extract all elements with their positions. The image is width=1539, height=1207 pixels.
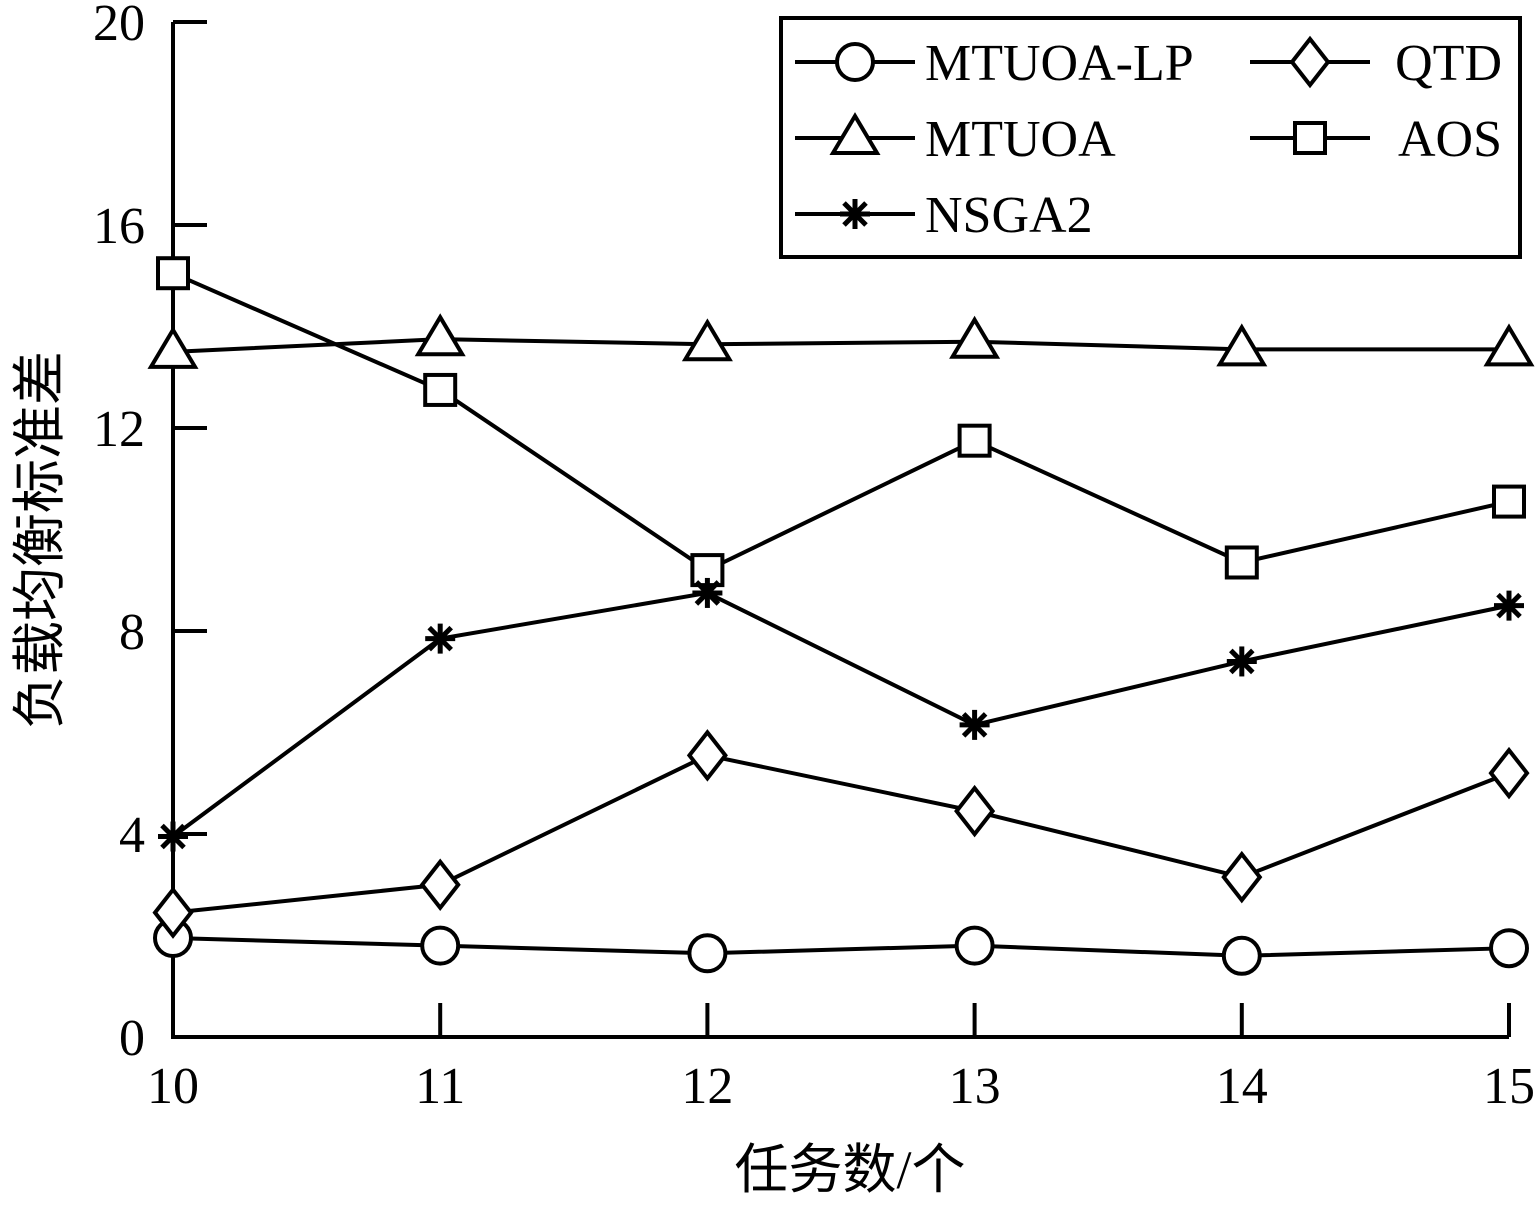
legend-entry-nsga2: NSGA2 — [795, 187, 1093, 244]
data-point-mtuoa — [147, 325, 199, 369]
legend-label-mtuoa-lp: MTUOA-LP — [925, 35, 1194, 92]
series-mtuoa-lp — [153, 918, 1529, 976]
data-point-mtuoa-lp — [687, 933, 728, 974]
data-point-qtd — [1221, 850, 1263, 904]
series-layer — [147, 256, 1535, 976]
series-line-nsga2 — [171, 590, 1510, 839]
y-tick-label: 0 — [119, 1010, 145, 1067]
data-point-mtuoa-lp — [1221, 935, 1262, 976]
legend-marker-mtuoa-lp — [835, 42, 875, 82]
legend-entry-mtuoa: MTUOA — [795, 111, 1116, 168]
data-point-aos — [957, 423, 992, 458]
data-point-nsga2 — [1494, 590, 1524, 621]
axes: 0 4 8 12 16 20 10 11 12 13 14 15 — [93, 0, 1535, 1115]
data-point-qtd — [1488, 746, 1530, 800]
y-tick-label: 8 — [119, 604, 145, 661]
data-point-aos — [1224, 545, 1259, 580]
data-point-mtuoa-lp — [954, 925, 995, 966]
legend-entry-qtd: QTD — [1250, 35, 1502, 92]
y-tick-label: 20 — [93, 0, 145, 52]
legend-label-nsga2: NSGA2 — [925, 187, 1093, 244]
data-point-mtuoa — [1216, 323, 1268, 367]
legend-label-qtd: QTD — [1395, 35, 1502, 92]
y-tick-label: 12 — [93, 401, 145, 458]
data-point-mtuoa — [949, 315, 1001, 359]
series-line-qtd — [172, 753, 1510, 915]
x-axis-title: 任务数/个 — [734, 1140, 965, 1200]
data-point-aos — [1492, 484, 1526, 519]
x-tick-label: 12 — [681, 1058, 733, 1115]
data-point-qtd — [152, 886, 194, 939]
legend-label-aos: AOS — [1398, 111, 1502, 168]
x-tick-label: 11 — [415, 1058, 465, 1115]
data-point-mtuoa — [681, 318, 733, 362]
y-tick-label: 16 — [93, 198, 145, 255]
data-point-mtuoa-lp — [420, 925, 461, 966]
y-tick-label: 4 — [119, 807, 145, 864]
data-point-nsga2 — [692, 577, 723, 608]
legend-label-mtuoa: MTUOA — [925, 111, 1116, 168]
data-point-nsga2 — [959, 709, 990, 740]
legend: MTUOA-LP QTD MTUOA AOS NSGA2 — [779, 16, 1522, 259]
legend-marker-nsga2 — [840, 199, 870, 229]
legend-marker-mtuoa — [829, 112, 881, 155]
data-point-aos — [156, 256, 190, 291]
data-point-qtd — [419, 858, 461, 911]
data-point-mtuoa — [1483, 323, 1535, 367]
data-point-qtd — [954, 784, 996, 838]
x-tick-label: 13 — [949, 1058, 1001, 1115]
series-line-mtuoa-lp — [172, 936, 1510, 958]
legend-entry-mtuoa-lp: MTUOA-LP — [795, 35, 1194, 92]
series-aos — [156, 256, 1526, 588]
data-point-nsga2 — [425, 623, 456, 654]
x-tick-label: 10 — [147, 1058, 199, 1115]
y-axis-title: 负载均衡标准差 — [10, 351, 70, 729]
data-point-qtd — [686, 729, 728, 782]
series-qtd — [152, 729, 1530, 939]
data-point-aos — [423, 372, 458, 407]
x-tick-label: 15 — [1483, 1058, 1535, 1115]
legend-marker-aos — [1293, 121, 1327, 155]
data-point-nsga2 — [158, 821, 188, 852]
series-line-aos — [172, 271, 1510, 573]
data-point-mtuoa-lp — [1489, 928, 1529, 969]
data-point-mtuoa — [414, 313, 466, 357]
legend-entry-aos: AOS — [1250, 111, 1502, 168]
data-point-nsga2 — [1226, 646, 1257, 677]
series-mtuoa — [147, 313, 1535, 369]
legend-marker-qtd — [1289, 35, 1331, 89]
series-line-mtuoa — [172, 337, 1509, 354]
series-nsga2 — [158, 577, 1524, 852]
x-tick-label: 14 — [1216, 1058, 1268, 1115]
